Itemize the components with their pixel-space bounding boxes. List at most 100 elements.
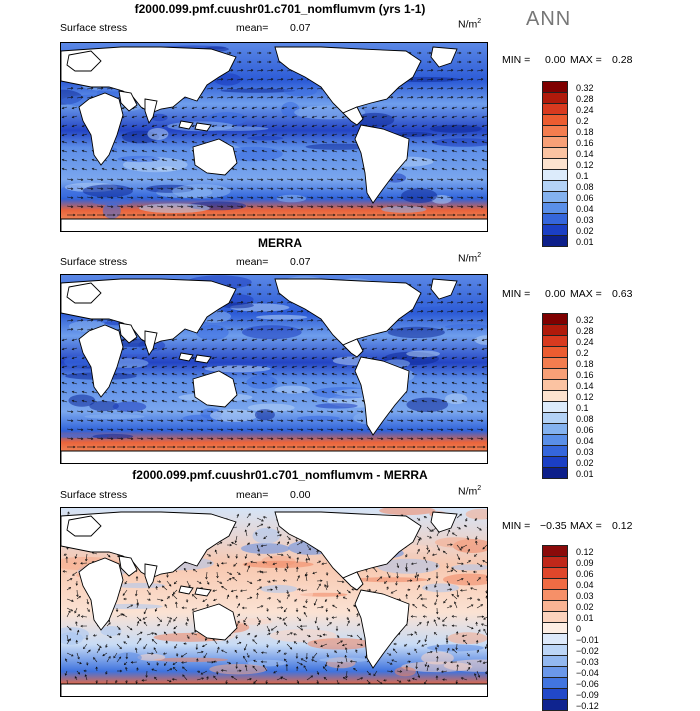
field-shading — [243, 561, 314, 568]
mean-label: mean= — [236, 489, 268, 501]
colorbar-tick-label: 0.14 — [576, 382, 594, 391]
field-shading — [435, 537, 477, 547]
field-shading — [113, 402, 147, 412]
field-label: Surface stress — [60, 22, 127, 34]
field-shading — [388, 327, 445, 338]
colorbar-tick-label: 0 — [576, 625, 581, 634]
field-shading — [235, 618, 273, 625]
colorbar-tick-label: 0.02 — [576, 227, 594, 236]
colorbar-tick-label: 0.24 — [576, 106, 594, 115]
field-shading — [172, 184, 230, 198]
colorbar-tick-label: 0.14 — [576, 150, 594, 159]
min-label: MIN = — [502, 54, 530, 66]
colorbar-tick-label: 0.04 — [576, 205, 594, 214]
field-shading — [297, 416, 340, 421]
max-value: 0.12 — [612, 520, 632, 532]
colorbar-tick-label: −0.03 — [576, 658, 599, 667]
colorbar-tick-label: 0.1 — [576, 404, 589, 413]
colorbar-tick-label: 0.18 — [576, 128, 594, 137]
field-label: Surface stress — [60, 489, 127, 501]
map-canvas — [61, 275, 488, 464]
colorbar-tick-label: 0.12 — [576, 393, 594, 402]
panel-title: f2000.099.pmf.cuushr01.c701_nomflumvm (y… — [0, 2, 560, 16]
units-label: N/m2 — [458, 18, 481, 31]
colorbar-tick-label: 0.09 — [576, 559, 594, 568]
max-value: 0.28 — [612, 54, 632, 66]
field-shading — [139, 203, 210, 213]
colorbar-tick-label: −0.01 — [576, 636, 599, 645]
units-label: N/m2 — [458, 252, 481, 265]
panel-title: MERRA — [0, 236, 560, 250]
field-shading — [85, 414, 145, 419]
field-shading — [83, 185, 133, 198]
colorbar-tick-label: 0.12 — [576, 548, 594, 557]
field-shading — [445, 394, 467, 405]
mean-label: mean= — [236, 256, 268, 268]
panel-title: f2000.099.pmf.cuushr01.c701_nomflumvm - … — [0, 468, 560, 482]
field-shading — [319, 658, 368, 663]
min-label: MIN = — [502, 288, 530, 300]
field-shading — [395, 667, 416, 677]
colorbar-tick-label: 0.24 — [576, 338, 594, 347]
field-shading — [260, 585, 297, 593]
colorbar-tick-label: −0.02 — [576, 647, 599, 656]
units-label: N/m2 — [458, 485, 481, 498]
colorbar-tick-label: 0.2 — [576, 117, 589, 126]
field-shading — [201, 126, 268, 131]
field-shading — [242, 325, 302, 339]
coastline — [61, 219, 488, 232]
min-value: 0.00 — [545, 288, 565, 300]
field-shading — [447, 632, 487, 644]
colorbar-tick-label: 0.1 — [576, 172, 589, 181]
mean-value: 0.00 — [290, 489, 310, 501]
mean-value: 0.07 — [290, 256, 310, 268]
colorbar-tick-label: 0.01 — [576, 470, 594, 479]
colorbar-tick-label: 0.12 — [576, 161, 594, 170]
colorbar-tick-label: 0.32 — [576, 316, 594, 325]
colorbar-tick-label: 0.03 — [576, 216, 594, 225]
coastline — [61, 451, 488, 464]
colorbar-tick-label: 0.2 — [576, 349, 589, 358]
colorbar-tick-label: 0.08 — [576, 415, 594, 424]
min-value: −0.35 — [540, 520, 567, 532]
map-canvas — [61, 43, 488, 232]
field-shading — [295, 585, 313, 601]
field-shading — [422, 583, 459, 592]
colorbar-tick-label: −0.09 — [576, 691, 599, 700]
colorbar-tick-label: 0.03 — [576, 592, 594, 601]
colorbar-tick-label: 0.04 — [576, 437, 594, 446]
field-shading — [406, 351, 440, 358]
field-shading — [353, 577, 428, 582]
colorbar-tick-label: 0.08 — [576, 183, 594, 192]
field-shading — [451, 564, 488, 570]
colorbar-tick-label: 0.01 — [576, 238, 594, 247]
colorbar-tick-label: 0.03 — [576, 448, 594, 457]
colorbar-tick-label: 0.02 — [576, 459, 594, 468]
colorbar-swatch — [542, 699, 568, 711]
mean-label: mean= — [236, 22, 268, 34]
field-shading — [103, 203, 121, 219]
max-label: MAX = — [570, 288, 602, 300]
field-shading — [381, 206, 426, 213]
coastline — [61, 684, 488, 697]
field-shading — [147, 128, 168, 140]
colorbar-tick-label: 0.01 — [576, 614, 594, 623]
colorbar-tick-label: 0.06 — [576, 194, 594, 203]
field-shading — [315, 403, 357, 408]
max-label: MAX = — [570, 54, 602, 66]
colorbar-tick-label: 0.32 — [576, 84, 594, 93]
map-difference — [60, 507, 488, 697]
colorbar-tick-label: 0.16 — [576, 139, 594, 148]
colorbar-tick-label: 0.28 — [576, 95, 594, 104]
colorbar-tick-label: 0.02 — [576, 603, 594, 612]
max-value: 0.63 — [612, 288, 632, 300]
colorbar-tick-label: 0.28 — [576, 327, 594, 336]
map-canvas — [61, 508, 488, 697]
min-label: MIN = — [502, 520, 530, 532]
colorbar-tick-label: 0.04 — [576, 581, 594, 590]
field-shading — [256, 315, 307, 320]
colorbar-tick-label: 0.16 — [576, 371, 594, 380]
